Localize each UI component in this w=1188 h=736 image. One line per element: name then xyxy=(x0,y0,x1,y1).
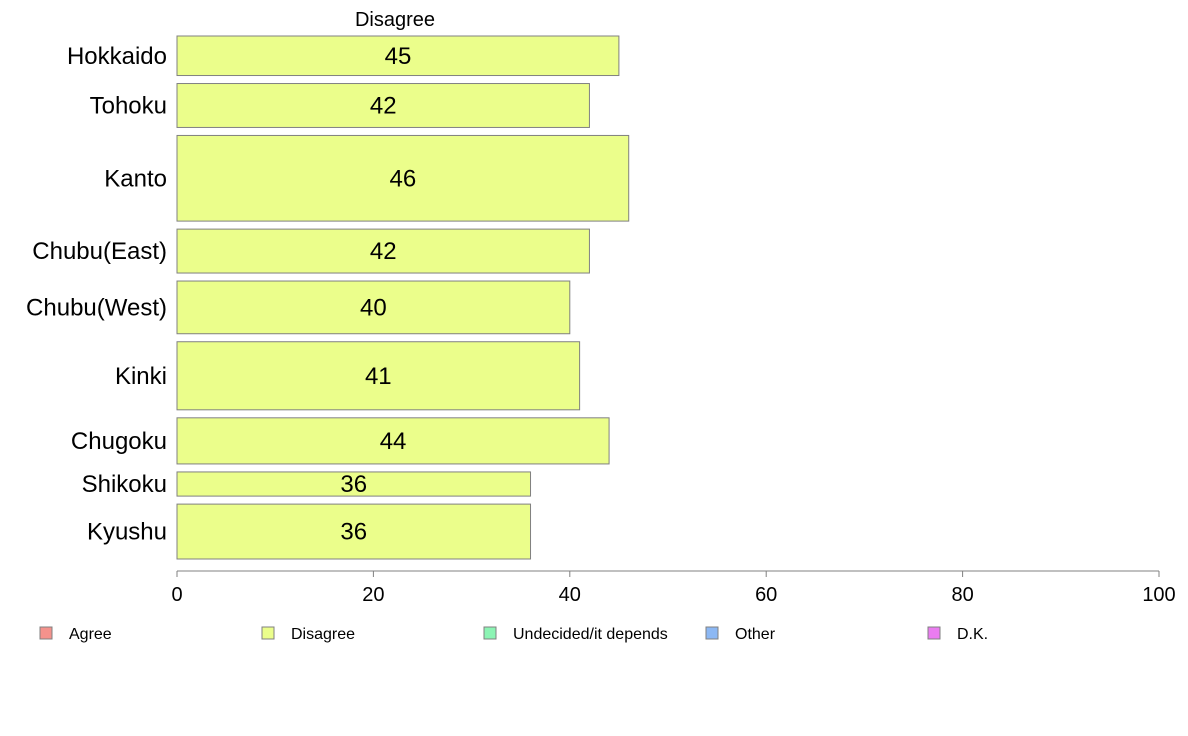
category-label: Kyushu xyxy=(87,519,167,546)
category-label: Shikoku xyxy=(82,471,167,498)
bar-tohoku xyxy=(176,83,590,128)
legend-label: D.K. xyxy=(957,626,988,643)
bar-chubu-west xyxy=(176,280,571,335)
x-tick-label: 100 xyxy=(1142,584,1175,606)
category-label: Kanto xyxy=(104,165,167,192)
bar-shikoku xyxy=(176,471,532,497)
bar-value-label: 46 xyxy=(390,165,417,192)
bar-kanto xyxy=(176,134,630,222)
legend-swatch xyxy=(705,626,719,640)
x-tick-label: 80 xyxy=(951,584,973,606)
category-label: Tohoku xyxy=(90,92,167,119)
panel-title: Disagree xyxy=(355,9,435,31)
bar-value-label: 36 xyxy=(340,519,367,546)
bar-kyushu xyxy=(176,503,532,560)
bar-chubu-east xyxy=(176,228,590,274)
bar-value-label: 42 xyxy=(370,238,397,265)
legend-label: Agree xyxy=(69,626,112,643)
x-tick-label: 20 xyxy=(362,584,384,606)
bar-value-label: 45 xyxy=(385,43,412,70)
category-label: Kinki xyxy=(115,363,167,390)
legend: Agree Disagree Undecided/it depends Other D.… xyxy=(39,626,988,643)
x-tick-label: 60 xyxy=(755,584,777,606)
category-label: Chubu(West) xyxy=(26,294,167,321)
bar-value-label: 40 xyxy=(360,294,387,321)
bar-chugoku xyxy=(176,417,610,465)
legend-swatch xyxy=(927,626,941,640)
legend-swatch xyxy=(483,626,497,640)
bar-value-label: 42 xyxy=(370,92,397,119)
legend-swatch xyxy=(261,626,275,640)
category-label: Hokkaido xyxy=(67,43,167,70)
category-label: Chubu(East) xyxy=(32,238,167,265)
bars: Hokkaido 45 Tohoku 42 Kanto 46 Chubu(East) 42 Ch… xyxy=(26,35,630,560)
bar-value-label: 44 xyxy=(380,428,407,455)
x-tick-label: 0 xyxy=(171,584,182,606)
category-label: Chugoku xyxy=(71,428,167,455)
legend-label: Disagree xyxy=(291,626,355,643)
legend-label: Undecided/it depends xyxy=(513,626,668,643)
x-axis: 0 20 40 60 80 100 xyxy=(171,570,1176,606)
bar-value-label: 41 xyxy=(365,363,392,390)
bar-hokkaido xyxy=(176,35,620,77)
legend-swatch xyxy=(39,626,53,640)
x-tick-label: 40 xyxy=(559,584,581,606)
legend-label: Other xyxy=(735,626,776,643)
bar-kinki xyxy=(176,341,581,411)
bar-value-label: 36 xyxy=(340,471,367,498)
